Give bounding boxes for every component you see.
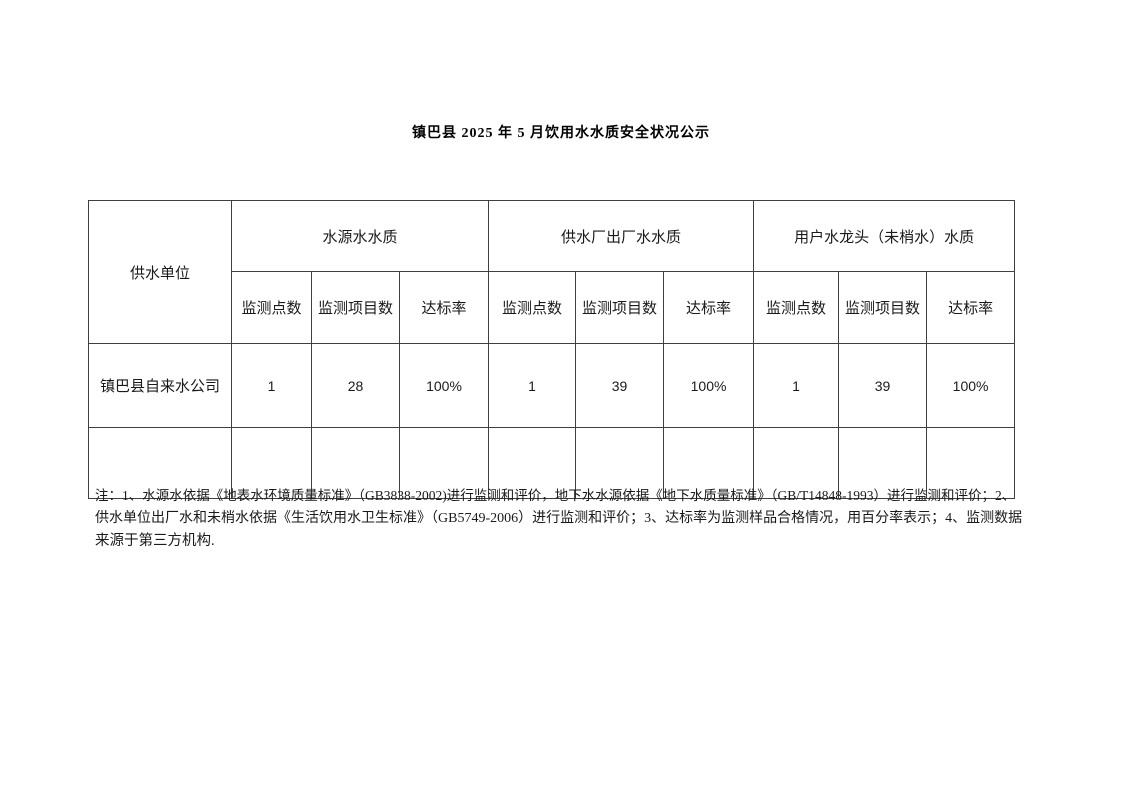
cell-plant-monitor-items-empty — [575, 427, 665, 499]
group-header-source-water: 水源水水质 — [230, 200, 490, 272]
water-quality-table-wrapper: 供水单位 水源水水质 供水厂出厂水水质 用户水龙头（未梢水）水质 监测点数 监测… — [88, 200, 1016, 499]
group-header-plant-effluent-water: 供水厂出厂水水质 — [488, 200, 755, 272]
sub-header-tap-monitor-items: 监测项目数 — [838, 271, 928, 344]
cell-source-monitor-points: 1 — [231, 343, 312, 428]
column-header-supply-unit: 供水单位 — [88, 200, 232, 344]
table-group-header-row: 供水单位 水源水水质 供水厂出厂水水质 用户水龙头（未梢水）水质 — [88, 200, 1016, 344]
cell-plant-monitor-points-empty — [488, 427, 577, 499]
footnote-line-1: 注：1、水源水依据《地表水环境质量标准》（GB3838-2002)进行监测和评价… — [95, 488, 1016, 503]
sub-header-source-monitor-items: 监测项目数 — [311, 271, 400, 344]
cell-plant-monitor-items: 39 — [575, 343, 665, 428]
sub-header-tap-monitor-points: 监测点数 — [753, 271, 840, 344]
cell-supply-unit-name-empty — [88, 427, 232, 499]
footnote-line-3: 来源于第三方机构. — [95, 533, 215, 549]
cell-tap-monitor-items-empty — [838, 427, 928, 499]
footnote: 注：1、水源水依据《地表水环境质量标准》（GB3838-2002)进行监测和评价… — [95, 484, 1025, 553]
cell-tap-monitor-points-empty — [753, 427, 840, 499]
sub-header-source-compliance-rate: 达标率 — [398, 271, 490, 344]
cell-supply-unit-name: 镇巴县自来水公司 — [88, 343, 232, 428]
cell-source-compliance-rate-empty — [398, 427, 490, 499]
sub-header-plant-compliance-rate: 达标率 — [663, 271, 755, 344]
cell-source-compliance-rate: 100% — [398, 343, 490, 428]
cell-plant-compliance-rate: 100% — [663, 343, 755, 428]
cell-tap-monitor-points: 1 — [753, 343, 840, 428]
page-title: 镇巴县 2025 年 5 月饮用水水质安全状况公示 — [412, 126, 710, 141]
cell-tap-compliance-rate-empty — [926, 427, 1016, 499]
footnote-line-2: 供水单位出厂水和未梢水依据《生活饮用水卫生标准》（GB5749-2006）进行监… — [95, 511, 1023, 526]
sub-header-plant-monitor-items: 监测项目数 — [575, 271, 665, 344]
group-header-tap-water: 用户水龙头（未梢水）水质 — [753, 200, 1016, 272]
table-sub-header-row: 监测点数 监测项目数 达标率 监测点数 监测项目数 达标率 监测点数 监测项目数… — [89, 271, 1016, 344]
table-row — [88, 427, 1016, 499]
cell-source-monitor-items: 28 — [311, 343, 400, 428]
water-quality-table: 供水单位 水源水水质 供水厂出厂水水质 用户水龙头（未梢水）水质 监测点数 监测… — [88, 200, 1016, 499]
sub-header-tap-compliance-rate: 达标率 — [926, 271, 1016, 344]
cell-plant-monitor-points: 1 — [488, 343, 577, 428]
cell-tap-compliance-rate: 100% — [926, 343, 1016, 428]
sub-header-source-monitor-points: 监测点数 — [231, 271, 312, 344]
table-row: 镇巴县自来水公司 1 28 100% 1 39 100% 1 39 100% — [88, 343, 1016, 428]
cell-tap-monitor-items: 39 — [838, 343, 928, 428]
cell-source-monitor-points-empty — [231, 427, 312, 499]
cell-plant-compliance-rate-empty — [663, 427, 755, 499]
cell-source-monitor-items-empty — [311, 427, 400, 499]
sub-header-plant-monitor-points: 监测点数 — [488, 271, 577, 344]
